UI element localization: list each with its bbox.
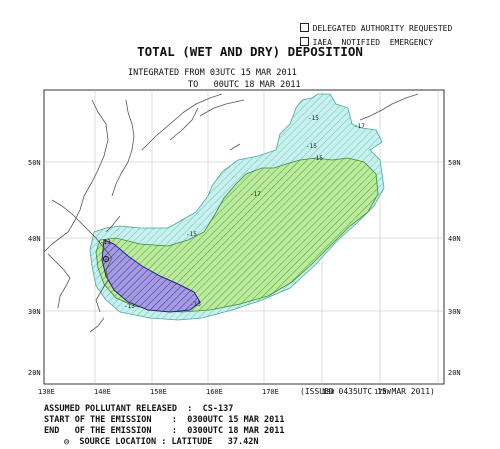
- contour-label: -13: [100, 239, 111, 246]
- lat-label-right: 50N: [448, 159, 461, 167]
- legend-box-icon: [299, 23, 309, 32]
- contour-label: -15: [308, 115, 319, 122]
- contour-label: -13: [190, 301, 201, 308]
- contour-label: -15: [312, 155, 323, 162]
- contour-label: -15: [186, 231, 197, 238]
- lat-label-right: 40N: [448, 235, 461, 243]
- lat-label-left: 40N: [28, 235, 41, 243]
- lon-label: 130E: [38, 388, 55, 396]
- lat-label-left: 50N: [28, 159, 41, 167]
- contour-label: -17: [250, 191, 261, 198]
- legend-iaea-label: IAEA NOTIFIED EMERGENCY: [312, 38, 434, 47]
- lon-label: 160E: [206, 388, 223, 396]
- lon-label: 170W: [374, 388, 391, 396]
- lon-label: 170E: [262, 388, 279, 396]
- map-frame: [43, 89, 445, 385]
- integrated-to: TO 00UTC 18 MAR 2011: [188, 80, 301, 90]
- source-location-dot: [105, 258, 107, 260]
- inner-deposition-zone: [101, 239, 201, 313]
- contour-label: -13: [124, 303, 135, 310]
- legend-iaea: IAEA NOTIFIED EMERGENCY: [290, 28, 433, 47]
- emission-start: START OF THE EMISSION : 0300UTC 15 MAR 2…: [44, 415, 285, 425]
- lat-label-left: 30N: [28, 308, 41, 316]
- emission-end: END OF THE EMISSION : 0300UTC 18 MAR 201…: [44, 426, 285, 436]
- source-symbol-icon: ◎: [64, 437, 70, 447]
- lat-label-left: 20N: [28, 369, 41, 377]
- lat-label-right: 30N: [448, 308, 461, 316]
- legend-delegated: DELEGATED AUTHORITY REQUESTED: [290, 14, 452, 33]
- source-location-marker-icon: [103, 256, 109, 262]
- legend-box-icon: [299, 37, 309, 46]
- contour-label: -17: [354, 123, 365, 130]
- lat-label-right: 20N: [448, 369, 461, 377]
- map-title: TOTAL (WET AND DRY) DEPOSITION: [137, 44, 363, 59]
- lon-label: 140E: [94, 388, 111, 396]
- legend-delegated-label: DELEGATED AUTHORITY REQUESTED: [312, 24, 453, 33]
- source-location-label: SOURCE LOCATION : LATITUDE 37.42N: [79, 437, 259, 447]
- lon-label: 150E: [150, 388, 167, 396]
- contour-label: -15: [306, 143, 317, 150]
- issued-timestamp: (ISSUED 0435UTC 15 MAR 2011): [300, 387, 435, 396]
- source-location-row: ◎ SOURCE LOCATION : LATITUDE 37.42N: [64, 437, 259, 447]
- coastlines: [43, 93, 419, 333]
- integrated-from: INTEGRATED FROM 03UTC 15 MAR 2011: [128, 68, 297, 78]
- contour-labels: -15 -17 -15 -15 -17 -15 -13 -13 -13: [100, 115, 365, 310]
- pollutant-info: ASSUMED POLLUTANT RELEASED : CS-137: [44, 404, 234, 414]
- lon-label: 180: [322, 388, 335, 396]
